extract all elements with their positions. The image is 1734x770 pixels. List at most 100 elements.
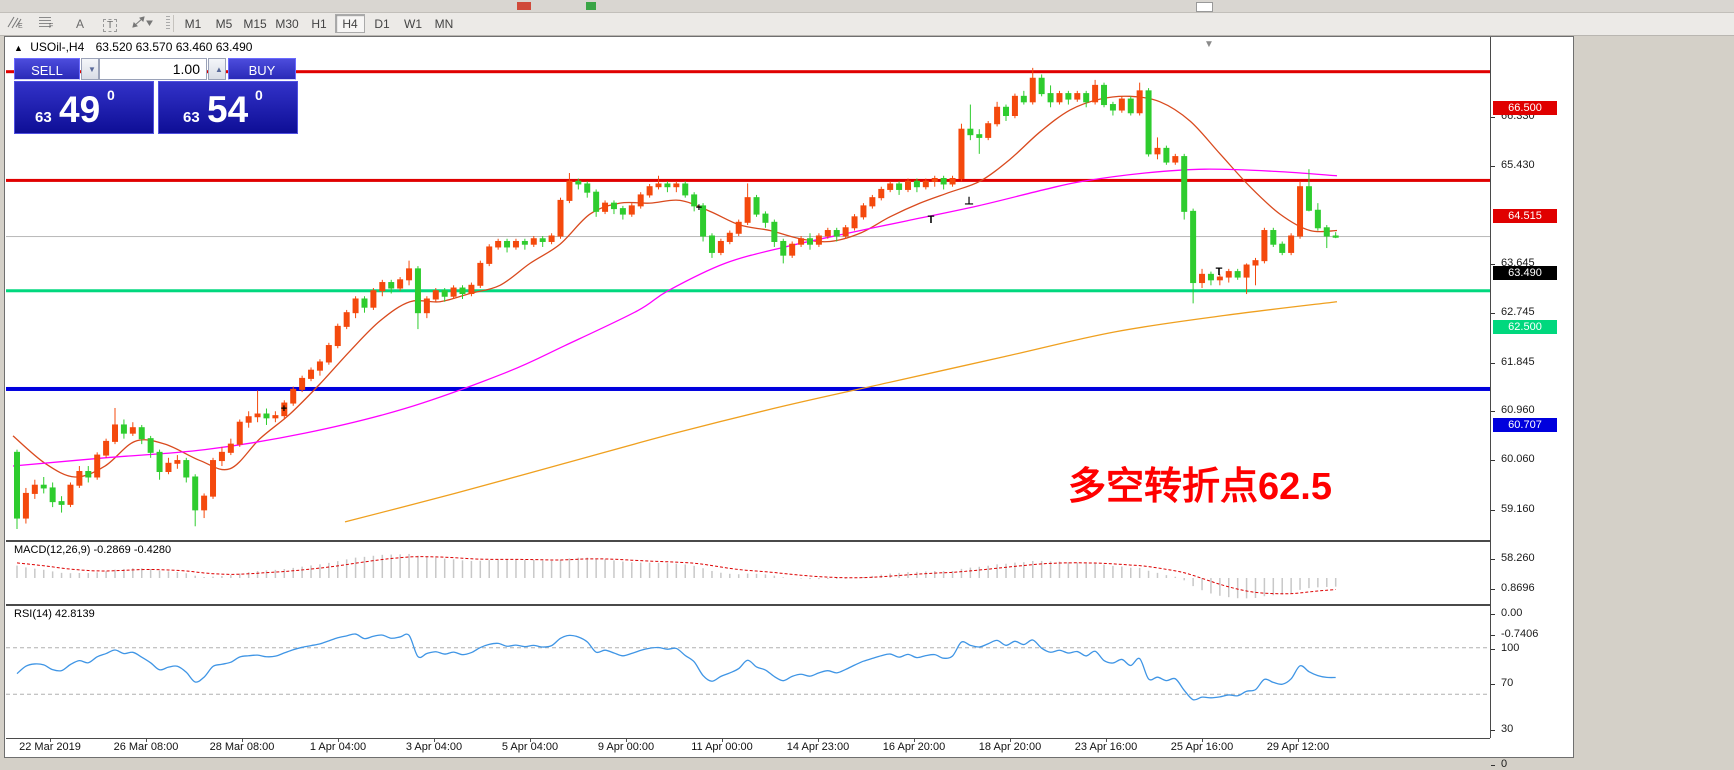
chart-shift-marker-icon[interactable]: ▼ xyxy=(1204,39,1214,50)
time-tick-label: 1 Apr 04:00 xyxy=(309,741,367,753)
time-tick xyxy=(242,739,243,742)
one-click-trading-panel: SELL ▼ ▲ BUY 63 49 0 63 54 0 xyxy=(14,58,298,134)
time-tick xyxy=(1010,739,1011,742)
time-tick xyxy=(914,739,915,742)
time-tick-label: 3 Apr 04:00 xyxy=(405,741,463,753)
volume-down-button[interactable]: ▼ xyxy=(81,58,99,80)
rsi-tick-label: 100 xyxy=(1501,642,1520,654)
sell-price-sup: 0 xyxy=(107,87,115,103)
time-tick xyxy=(434,739,435,742)
chart-object-marker[interactable]: + xyxy=(695,202,703,214)
time-tick-label: 14 Apr 23:00 xyxy=(786,741,850,753)
collapse-arrow-icon[interactable]: ▲ xyxy=(14,43,23,53)
symbol-period: USOil-,H4 xyxy=(30,40,85,54)
tab-m1[interactable]: M1 xyxy=(178,14,208,33)
price-level-tag: 64.515 xyxy=(1493,209,1557,224)
axis-tick xyxy=(1491,411,1495,413)
time-tick-label: 25 Apr 16:00 xyxy=(1170,741,1234,753)
time-tick-label: 5 Apr 04:00 xyxy=(501,741,559,753)
sell-price-panel[interactable]: 63 49 0 xyxy=(14,81,154,134)
time-tick xyxy=(1106,739,1107,742)
axis-tick xyxy=(1491,683,1495,685)
chart-object-marker[interactable]: T xyxy=(1215,266,1223,278)
toolbar-grip[interactable] xyxy=(166,16,170,31)
axis-tick xyxy=(1491,362,1495,364)
price-tick-label: 62.745 xyxy=(1501,306,1535,319)
toolbar-fragment xyxy=(517,2,531,10)
tab-mn[interactable]: MN xyxy=(429,14,459,33)
volume-input[interactable] xyxy=(99,58,207,80)
axis-tick xyxy=(1491,730,1495,732)
buy-price-big: 54 xyxy=(207,89,249,130)
tab-h1[interactable]: H1 xyxy=(304,14,334,33)
axis-tick xyxy=(1491,558,1495,560)
macd-tick-label: -0.7406 xyxy=(1501,628,1539,641)
price-level-tag: 62.500 xyxy=(1493,319,1557,334)
chart-title: ▲ USOil-,H4 63.520 63.570 63.460 63.490 xyxy=(14,40,252,54)
time-tick xyxy=(530,739,531,742)
time-tick xyxy=(1298,739,1299,742)
quote-values: 63.520 63.570 63.460 63.490 xyxy=(95,40,253,54)
macd-label: MACD(12,26,9) -0.2869 -0.4280 xyxy=(14,544,172,556)
svg-text:F: F xyxy=(49,23,53,29)
text-box-icon[interactable]: T xyxy=(98,14,122,33)
toolbar-fragment xyxy=(586,2,596,10)
tab-h4[interactable]: H4 xyxy=(335,14,365,33)
tab-w1[interactable]: W1 xyxy=(398,14,428,33)
price-tick-label: 65.430 xyxy=(1501,159,1535,172)
time-axis[interactable]: 22 Mar 2019 26 Mar 08:00 28 Mar 08:00 1 Apr… xyxy=(6,739,1490,756)
tab-d1[interactable]: D1 xyxy=(367,14,397,33)
price-pane: ▲ USOil-,H4 63.520 63.570 63.460 63.490 … xyxy=(6,37,1490,542)
buy-price-panel[interactable]: 63 54 0 xyxy=(158,81,298,134)
axis-tick xyxy=(1491,313,1495,315)
price-level-tag: 66.500 xyxy=(1493,100,1557,115)
time-tick-label: 29 Apr 12:00 xyxy=(1266,741,1330,753)
candlestick-chart xyxy=(6,67,1490,530)
time-tick-label: 23 Apr 16:00 xyxy=(1074,741,1138,753)
chart-object-marker[interactable]: ⊥ xyxy=(963,195,975,208)
grid-icon[interactable]: F xyxy=(36,14,60,33)
axis-tick xyxy=(1491,614,1495,615)
buy-price-sup: 0 xyxy=(255,87,263,103)
chart-annotation: 多空转折点62.5 xyxy=(1068,466,1332,508)
macd-pane: MACD(12,26,9) -0.2869 -0.4280 xyxy=(6,542,1490,606)
axis-tick xyxy=(1491,460,1495,462)
price-tick-label: 61.845 xyxy=(1501,355,1535,368)
rsi-tick-label: 30 xyxy=(1501,723,1514,736)
time-tick xyxy=(818,739,819,742)
buy-price-prefix: 63 xyxy=(183,109,200,126)
tab-m15[interactable]: M15 xyxy=(240,14,270,33)
axis-tick xyxy=(1491,635,1495,637)
text-label-icon[interactable]: A xyxy=(68,14,92,33)
indicators-icon[interactable]: E xyxy=(4,14,28,33)
time-tick-label: 16 Apr 20:00 xyxy=(882,741,946,753)
time-tick xyxy=(338,739,339,742)
axis-tick xyxy=(1491,264,1495,266)
price-level-tag: 60.707 xyxy=(1493,417,1557,432)
price-level-tag: 63.490 xyxy=(1493,265,1557,280)
window-top-strip xyxy=(0,0,1734,13)
price-tick-label: 58.260 xyxy=(1501,551,1535,564)
chart-window: ▲ USOil-,H4 63.520 63.570 63.460 63.490 … xyxy=(4,36,1574,770)
tab-m30[interactable]: M30 xyxy=(272,14,302,33)
chart-object-marker[interactable]: Т xyxy=(927,214,935,226)
buy-button[interactable]: BUY xyxy=(228,58,296,80)
tab-m5[interactable]: M5 xyxy=(209,14,239,33)
axis-tick xyxy=(1491,649,1495,650)
time-tick xyxy=(626,739,627,742)
volume-up-button[interactable]: ▲ xyxy=(208,58,226,80)
sell-button[interactable]: SELL xyxy=(14,58,80,80)
rsi-tick-label: 70 xyxy=(1501,676,1514,689)
time-tick xyxy=(722,739,723,742)
draw-objects-icon[interactable] xyxy=(130,14,154,33)
sell-price-big: 49 xyxy=(59,89,101,130)
time-tick xyxy=(50,739,51,742)
price-tick-label: 60.060 xyxy=(1501,453,1535,466)
axis-tick xyxy=(1491,765,1495,766)
toolbar-separator xyxy=(173,15,174,32)
macd-tick-label: 0.00 xyxy=(1501,607,1523,619)
price-axis[interactable]: 66.330 65.430 63.645 62.745 61.845 60.960 60.0… xyxy=(1490,37,1573,770)
time-tick-label: 22 Mar 2019 xyxy=(19,741,81,753)
chart-object-marker[interactable]: + xyxy=(280,403,288,415)
macd-tick-label: 0.8696 xyxy=(1501,581,1535,594)
